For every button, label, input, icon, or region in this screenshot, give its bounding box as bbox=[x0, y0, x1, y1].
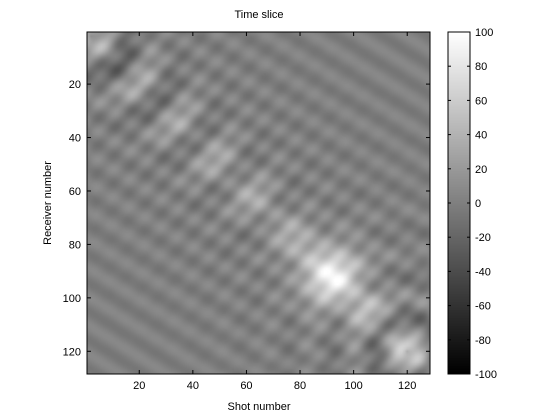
y-tick-label: 60 bbox=[69, 186, 81, 198]
x-tick-label: 80 bbox=[294, 380, 306, 392]
colorbar-gradient bbox=[448, 32, 470, 374]
y-tick-label: 40 bbox=[69, 133, 81, 145]
x-axis-label: Shot number bbox=[228, 401, 291, 413]
y-axis: 20 40 60 80 100 120 bbox=[63, 79, 430, 358]
heatmap-plot-area bbox=[86, 31, 431, 375]
heatmap-image bbox=[87, 32, 430, 374]
colorbar-tick-label: 60 bbox=[475, 95, 487, 107]
colorbar: 100 80 60 40 20 0 -20 -40 -60 -80 -100 bbox=[447, 27, 497, 381]
colorbar-tick-label: 40 bbox=[475, 130, 487, 142]
y-tick-label: 100 bbox=[63, 293, 81, 305]
colorbar-tick-label: -40 bbox=[475, 266, 491, 278]
colorbar-tick-label: 80 bbox=[475, 61, 487, 73]
y-axis-label: Receiver number bbox=[42, 161, 54, 245]
x-tick-label: 60 bbox=[240, 380, 252, 392]
y-tick-label: 120 bbox=[63, 346, 81, 358]
x-tick-label: 40 bbox=[187, 380, 199, 392]
plot-frame bbox=[86, 31, 431, 375]
colorbar-tick-label: 20 bbox=[475, 164, 487, 176]
colorbar-tick-label: -60 bbox=[475, 301, 491, 313]
colorbar-ticks: 100 80 60 40 20 0 -20 -40 -60 -80 -100 bbox=[448, 27, 497, 381]
x-tick-label: 100 bbox=[344, 380, 362, 392]
x-tick-label: 20 bbox=[133, 380, 145, 392]
colorbar-tick-label: 100 bbox=[475, 27, 493, 39]
x-axis: 20 40 60 80 100 120 bbox=[133, 32, 416, 392]
x-tick-label: 120 bbox=[398, 380, 416, 392]
colorbar-tick-label: 0 bbox=[475, 198, 481, 210]
chart-title: Time slice bbox=[234, 9, 283, 21]
y-tick-label: 80 bbox=[69, 239, 81, 251]
colorbar-tick-label: -100 bbox=[475, 369, 497, 381]
colorbar-tick-label: -20 bbox=[475, 232, 491, 244]
colorbar-tick-label: -80 bbox=[475, 335, 491, 347]
y-tick-label: 20 bbox=[69, 79, 81, 91]
